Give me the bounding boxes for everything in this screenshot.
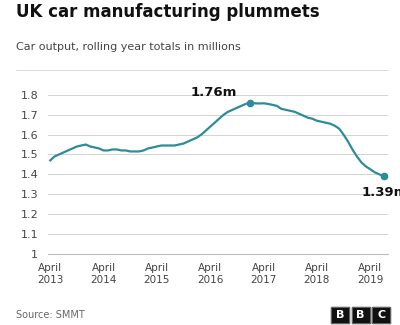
Text: B: B [356, 310, 365, 320]
Text: UK car manufacturing plummets: UK car manufacturing plummets [16, 3, 320, 21]
Text: B: B [336, 310, 344, 320]
Bar [331, 307, 349, 323]
Bar [372, 307, 390, 323]
Text: 1.39m: 1.39m [361, 186, 400, 199]
Text: Source: SMMT: Source: SMMT [16, 310, 85, 320]
Bar [331, 307, 349, 323]
Text: C: C [377, 310, 385, 320]
Bar [352, 307, 370, 323]
Text: Car output, rolling year totals in millions: Car output, rolling year totals in milli… [16, 42, 241, 52]
Bar [352, 307, 370, 323]
Text: 1.76m: 1.76m [190, 86, 237, 99]
Bar [372, 307, 390, 323]
